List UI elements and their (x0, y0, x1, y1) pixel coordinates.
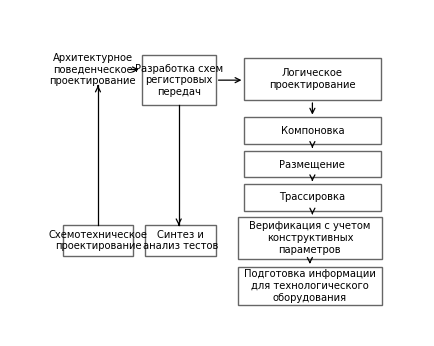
Text: Логическое
проектирование: Логическое проектирование (269, 68, 356, 90)
Text: Компоновка: Компоновка (281, 126, 344, 136)
FancyBboxPatch shape (237, 267, 382, 305)
Text: Архитектурное
поведенческое
проектирование: Архитектурное поведенческое проектирован… (49, 53, 136, 86)
Text: Трассировка: Трассировка (279, 192, 345, 202)
Text: Размещение: Размещение (279, 159, 345, 169)
FancyBboxPatch shape (244, 151, 381, 177)
Text: Синтез и
анализ тестов: Синтез и анализ тестов (143, 230, 218, 252)
FancyBboxPatch shape (244, 184, 381, 211)
Text: Схемотехническое
проектирование: Схемотехническое проектирование (49, 230, 148, 252)
FancyBboxPatch shape (142, 55, 216, 106)
Text: Верификация с учетом
конструктивных
параметров: Верификация с учетом конструктивных пара… (249, 221, 371, 255)
FancyBboxPatch shape (237, 217, 382, 259)
FancyBboxPatch shape (244, 57, 381, 100)
Text: Подготовка информации
для технологического
оборудования: Подготовка информации для технологическо… (244, 269, 376, 302)
FancyBboxPatch shape (244, 117, 381, 144)
Text: Разработка схем
регистровых
передач: Разработка схем регистровых передач (135, 64, 223, 97)
FancyBboxPatch shape (145, 225, 216, 256)
FancyBboxPatch shape (62, 225, 133, 256)
